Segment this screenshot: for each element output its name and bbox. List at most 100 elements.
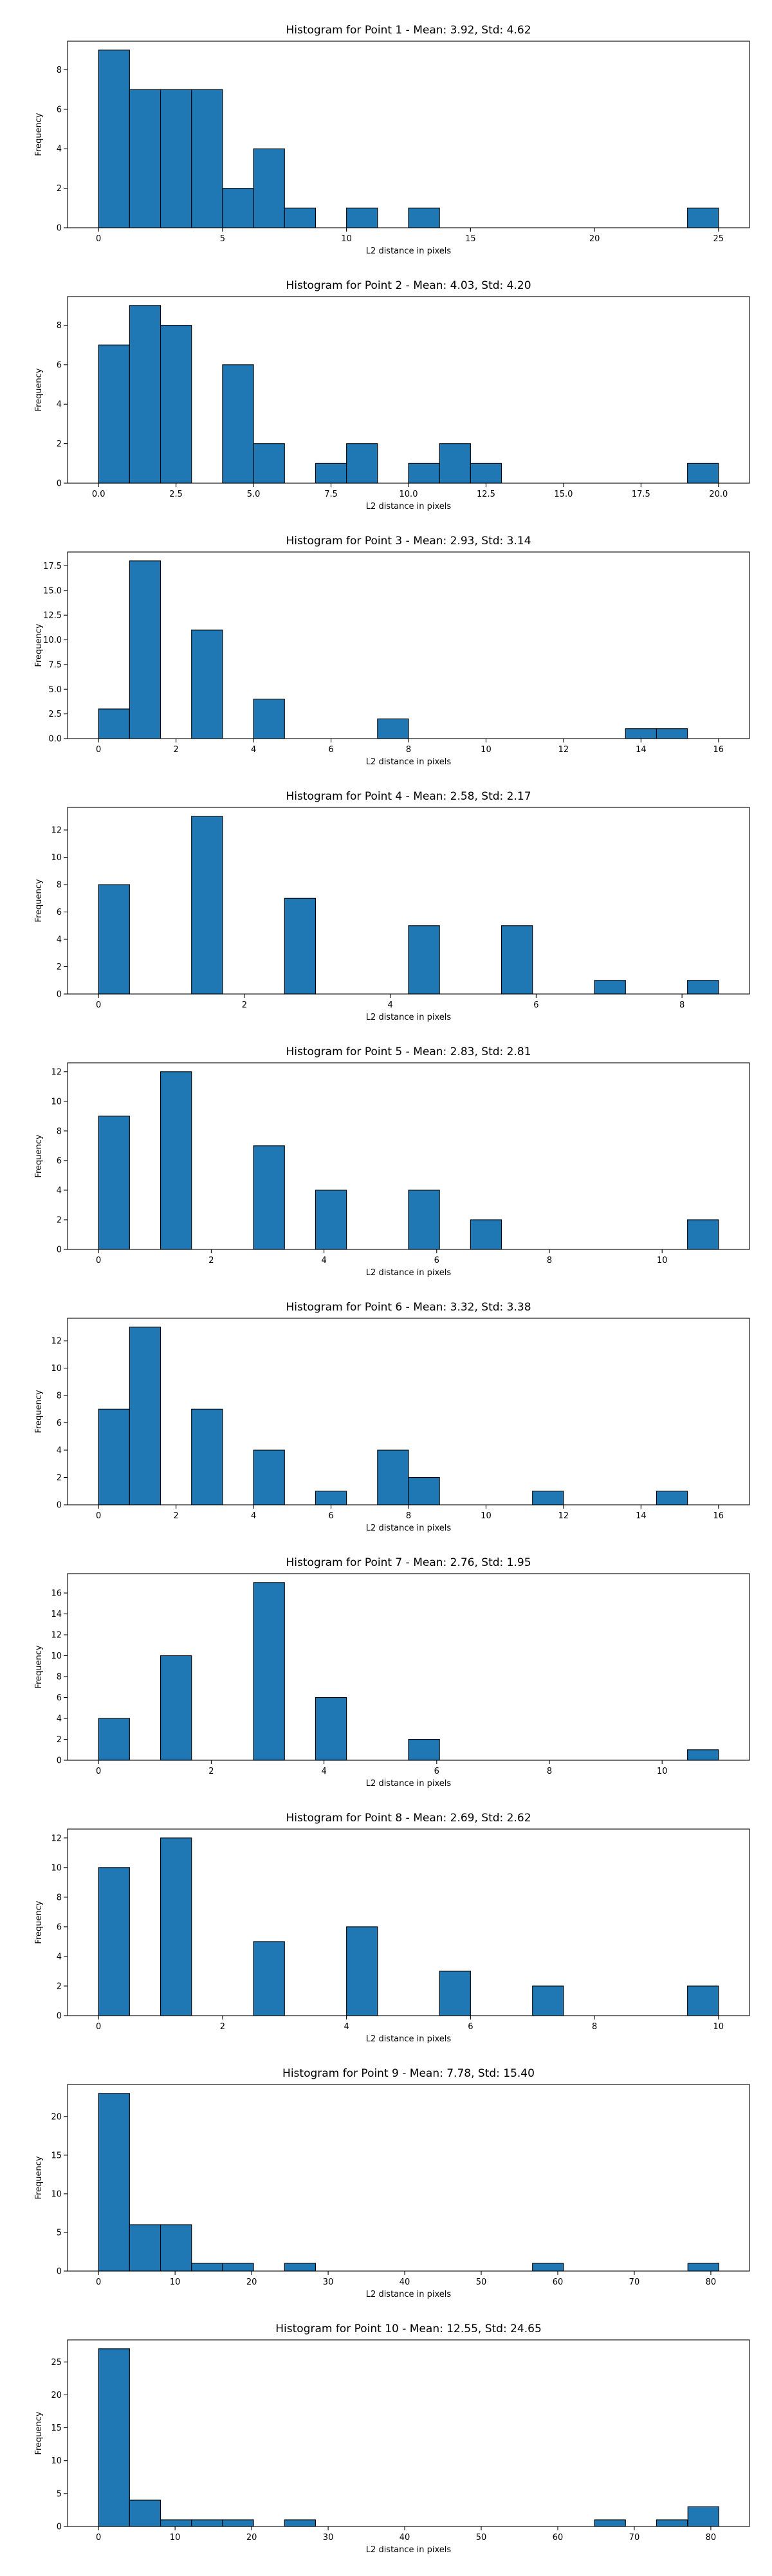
histogram-bar-3-7 <box>656 728 688 739</box>
histogram-bar-2-7 <box>346 443 378 484</box>
x-tick-label-7-1: 0 <box>96 1767 101 1776</box>
y-tick-label-8-4: 6 <box>57 1922 62 1932</box>
x-tick-label-5-6: 10 <box>657 1256 668 1265</box>
histogram-bar-2-6 <box>315 463 347 484</box>
x-tick-label-5-2: 2 <box>208 1256 214 1265</box>
x-tick-label-6-8: 14 <box>636 1511 647 1521</box>
chart-title-6: Histogram for Point 6 - Mean: 3.32, Std:… <box>286 1301 531 1314</box>
histogram-panel-2: Histogram for Point 2 - Mean: 4.03, Std:… <box>34 279 750 511</box>
histogram-bar-2-8 <box>408 463 440 484</box>
y-tick-label-9-3: 10 <box>51 2189 62 2199</box>
histogram-bar-7-2 <box>160 1655 192 1761</box>
histogram-bar-3-2 <box>129 560 161 739</box>
y-axis-label-6: Frequency <box>34 1390 44 1433</box>
histogram-bar-1-1 <box>98 50 130 228</box>
histogram-bar-9-8 <box>687 2263 719 2272</box>
x-tick-label-7-5: 8 <box>547 1767 552 1776</box>
x-tick-label-1-6: 25 <box>713 234 724 244</box>
histogram-bar-4-5 <box>501 925 533 995</box>
histogram-bar-5-6 <box>470 1219 502 1250</box>
y-tick-label-7-6: 10 <box>51 1651 62 1661</box>
histogram-bar-6-2 <box>129 1327 161 1505</box>
y-tick-label-7-1: 0 <box>57 1756 62 1766</box>
histogram-bar-1-10 <box>687 207 719 228</box>
y-tick-label-6-7: 12 <box>51 1337 62 1347</box>
y-tick-label-10-4: 15 <box>51 2424 62 2433</box>
x-tick-label-6-7: 12 <box>558 1511 569 1521</box>
x-tick-label-7-4: 6 <box>434 1767 439 1776</box>
x-tick-label-10-6: 50 <box>476 2533 487 2543</box>
y-tick-label-7-7: 12 <box>51 1631 62 1641</box>
histogram-bar-6-4 <box>253 1449 285 1505</box>
chart-title-8: Histogram for Point 8 - Mean: 2.69, Std:… <box>286 1812 531 1825</box>
axes-frame-4 <box>67 807 750 995</box>
x-axis-label-2: L2 distance in pixels <box>366 502 452 511</box>
histogram-bar-1-5 <box>222 188 254 228</box>
histogram-bar-6-6 <box>377 1449 409 1505</box>
x-tick-label-7-3: 4 <box>321 1767 326 1776</box>
y-tick-label-3-3: 5.0 <box>48 685 62 695</box>
histogram-bar-2-1 <box>98 344 130 484</box>
x-tick-label-3-3: 4 <box>251 745 256 755</box>
y-tick-label-7-4: 6 <box>57 1693 62 1703</box>
histogram-bar-9-4 <box>191 2263 223 2272</box>
y-tick-label-6-4: 6 <box>57 1419 62 1428</box>
histogram-bar-4-4 <box>408 925 440 995</box>
axes-frame-9 <box>67 2084 750 2272</box>
histogram-bar-8-3 <box>253 1941 285 2016</box>
y-tick-label-9-1: 0 <box>57 2267 62 2277</box>
x-tick-label-10-5: 40 <box>400 2533 410 2543</box>
axes-frame-3 <box>67 551 750 739</box>
histogram-bar-2-5 <box>253 443 285 484</box>
x-tick-label-3-5: 8 <box>406 745 411 755</box>
y-tick-label-6-1: 0 <box>57 1501 62 1511</box>
y-tick-label-4-2: 2 <box>57 962 62 972</box>
chart-title-2: Histogram for Point 2 - Mean: 4.03, Std:… <box>286 279 531 292</box>
histogram-bar-8-5 <box>439 1971 471 2016</box>
histogram-bar-6-7 <box>408 1477 440 1505</box>
histogram-panel-9: Histogram for Point 9 - Mean: 7.78, Std:… <box>34 2067 750 2299</box>
x-axis-label-6: L2 distance in pixels <box>366 1523 452 1533</box>
x-tick-label-1-1: 0 <box>96 234 101 244</box>
histogram-bar-5-5 <box>408 1190 440 1250</box>
x-tick-label-5-3: 4 <box>321 1256 326 1265</box>
chart-title-5: Histogram for Point 5 - Mean: 2.83, Std:… <box>286 1045 531 1058</box>
x-tick-label-6-9: 16 <box>713 1511 724 1521</box>
histogram-bar-1-7 <box>284 207 317 228</box>
y-tick-label-1-3: 4 <box>57 145 62 154</box>
axes-frame-5 <box>67 1062 750 1250</box>
y-tick-label-2-4: 6 <box>57 360 62 370</box>
y-tick-label-5-3: 4 <box>57 1186 62 1195</box>
axes-frame-8 <box>67 1828 750 2016</box>
x-tick-label-10-2: 10 <box>170 2533 181 2543</box>
y-tick-label-10-2: 5 <box>57 2489 62 2499</box>
axes-frame-7 <box>67 1573 750 1761</box>
y-tick-label-10-6: 25 <box>51 2358 62 2368</box>
x-tick-label-4-4: 6 <box>533 1000 538 1010</box>
histogram-bar-5-7 <box>687 1219 719 1250</box>
histogram-bar-3-4 <box>253 699 285 739</box>
y-tick-label-1-5: 8 <box>57 66 62 75</box>
histogram-bar-10-4 <box>191 2519 223 2527</box>
x-tick-label-9-8: 70 <box>629 2277 640 2287</box>
x-tick-label-2-7: 15.0 <box>554 490 573 499</box>
histogram-bar-7-4 <box>315 1697 347 1761</box>
y-tick-label-3-4: 7.5 <box>48 660 62 670</box>
x-tick-label-8-5: 8 <box>592 2022 597 2032</box>
y-tick-label-3-7: 15.0 <box>43 586 62 596</box>
histogram-bar-9-1 <box>98 2093 130 2272</box>
y-tick-label-5-1: 0 <box>57 1246 62 1255</box>
y-tick-label-10-5: 20 <box>51 2391 62 2400</box>
histogram-bar-2-3 <box>160 324 192 484</box>
x-axis-label-8: L2 distance in pixels <box>366 2034 452 2044</box>
y-tick-label-5-2: 2 <box>57 1215 62 1225</box>
axes-frame-1 <box>67 41 750 228</box>
y-tick-label-4-6: 10 <box>51 853 62 863</box>
x-tick-label-6-4: 6 <box>328 1511 333 1521</box>
y-tick-label-8-2: 2 <box>57 1982 62 1991</box>
y-axis-label-2: Frequency <box>34 368 44 411</box>
histogram-bar-3-6 <box>625 728 657 739</box>
histogram-bar-6-1 <box>98 1408 130 1505</box>
y-tick-label-4-5: 8 <box>57 881 62 890</box>
y-tick-label-7-3: 4 <box>57 1715 62 1724</box>
